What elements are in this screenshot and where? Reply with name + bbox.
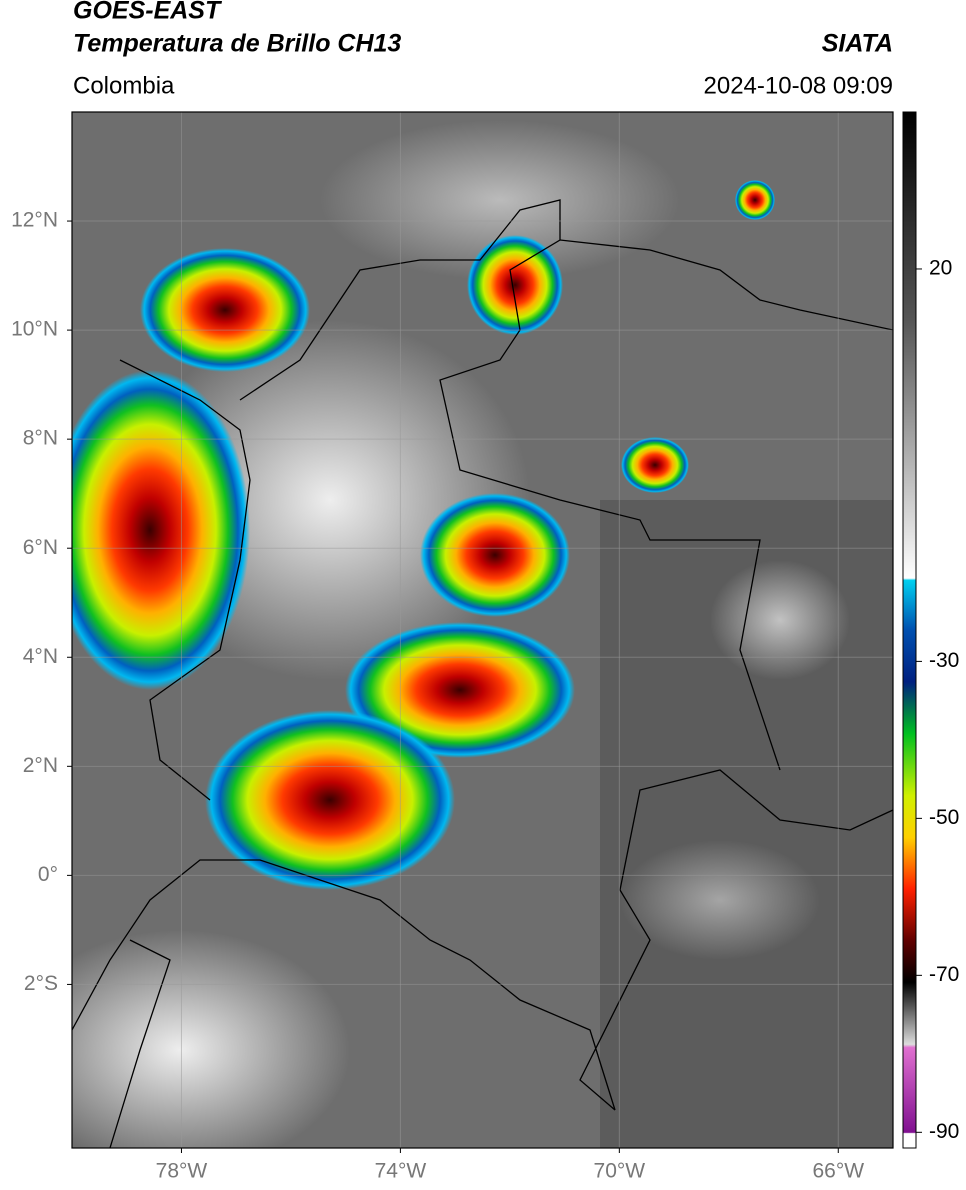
y-tick-label: 10°N <box>11 318 58 341</box>
y-tick-label: 0° <box>38 863 58 886</box>
map-frame <box>71 111 894 1149</box>
y-tick-label: 8°N <box>23 427 58 450</box>
colorbar-tick-label: -50 <box>929 806 959 829</box>
colorbar-tick-label: 20 <box>929 257 952 280</box>
colorbar-tick-label: -30 <box>929 649 959 672</box>
x-tick-label: 74°W <box>375 1160 427 1183</box>
map-image <box>72 112 893 1148</box>
y-tick-label: 2°S <box>24 972 58 995</box>
colorbar-tick-label: -90 <box>929 1120 959 1143</box>
x-tick-label: 70°W <box>594 1160 646 1183</box>
title: GOES-EAST <box>73 0 223 25</box>
y-tick-label: 2°N <box>23 754 58 777</box>
x-tick-label: 78°W <box>156 1160 208 1183</box>
y-tick-label: 4°N <box>23 645 58 668</box>
subtitle: Temperatura de Brillo CH13 <box>73 30 401 58</box>
graticule <box>72 112 893 1148</box>
colorbar <box>902 111 917 1149</box>
colorbar-tick-label: -70 <box>929 963 959 986</box>
source: SIATA <box>822 30 893 58</box>
x-tick-label: 66°W <box>812 1160 864 1183</box>
y-tick-label: 12°N <box>11 209 58 232</box>
region: Colombia <box>73 72 175 99</box>
y-tick-label: 6°N <box>23 536 58 559</box>
datetime: 2024-10-08 09:09 <box>704 72 894 99</box>
